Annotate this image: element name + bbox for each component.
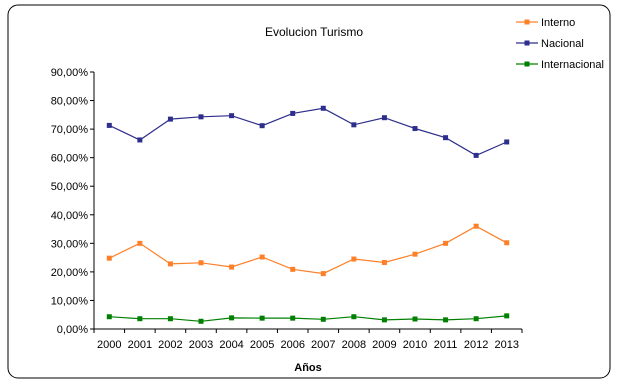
- data-point: [259, 254, 265, 260]
- data-point: [504, 139, 510, 145]
- data-point: [473, 316, 479, 322]
- data-point: [106, 122, 112, 128]
- y-tick-label: 60,00%: [51, 153, 89, 165]
- chart-title: Evolucion Turismo: [265, 25, 363, 39]
- x-tick-label: 2009: [372, 339, 396, 351]
- data-point: [167, 116, 173, 122]
- data-point: [443, 135, 449, 141]
- data-point: [229, 315, 235, 321]
- y-tick-label: 50,00%: [51, 181, 89, 193]
- series-line: [109, 315, 507, 322]
- data-point: [229, 264, 235, 270]
- data-point: [351, 256, 357, 262]
- y-ticks: 0,00% 10,00% 20,00% 30,00% 40,00% 50,00% 60,00…: [51, 67, 94, 336]
- data-point: [106, 255, 112, 261]
- chart-border: [7, 4, 611, 379]
- data-point: [198, 114, 204, 120]
- data-point: [137, 316, 143, 322]
- data-point: [381, 115, 387, 121]
- y-tick-label: 70,00%: [51, 124, 89, 136]
- x-tick-label: 2011: [434, 339, 458, 351]
- x-tick-label: 2010: [403, 339, 427, 351]
- data-point: [351, 122, 357, 128]
- data-point: [381, 259, 387, 265]
- data-point: [290, 315, 296, 321]
- data-point: [167, 261, 173, 267]
- legend: Interno Nacional Internacional: [516, 17, 604, 71]
- data-point: [290, 266, 296, 272]
- x-tick-label: 2004: [219, 339, 243, 351]
- y-tick-label: 40,00%: [51, 210, 89, 222]
- x-tick-label: 2000: [97, 339, 121, 351]
- x-tick-label: 2013: [494, 339, 518, 351]
- data-point: [381, 317, 387, 323]
- data-point: [412, 126, 418, 132]
- data-point: [412, 316, 418, 322]
- data-point: [137, 240, 143, 246]
- y-tick-label: 90,00%: [51, 67, 89, 79]
- data-point: [320, 105, 326, 111]
- data-point: [290, 110, 296, 116]
- data-point: [504, 240, 510, 246]
- x-tick-label: 2005: [250, 339, 274, 351]
- data-point: [198, 318, 204, 324]
- data-point: [351, 314, 357, 320]
- data-point: [137, 137, 143, 143]
- data-point: [229, 113, 235, 119]
- y-tick-label: 20,00%: [51, 267, 89, 279]
- legend-marker: [524, 40, 530, 46]
- data-point: [167, 316, 173, 322]
- legend-label: Nacional: [541, 38, 584, 50]
- data-point: [473, 152, 479, 158]
- data-point: [473, 223, 479, 229]
- data-point: [443, 240, 449, 246]
- x-tick-label: 2007: [311, 339, 335, 351]
- data-point: [259, 123, 265, 129]
- data-point: [412, 251, 418, 257]
- y-tick-label: 10,00%: [51, 295, 89, 307]
- data-point: [320, 316, 326, 322]
- x-tick-label: 2006: [280, 339, 304, 351]
- legend-label: Internacional: [541, 59, 604, 71]
- data-point: [106, 314, 112, 320]
- y-tick-label: 30,00%: [51, 238, 89, 250]
- series-group: [106, 105, 510, 324]
- data-point: [259, 315, 265, 321]
- data-point: [504, 313, 510, 319]
- x-ticks: 2000 2001 2002 2003 2004 2005 2006 2007 2008 2009…: [93, 329, 523, 351]
- data-point: [443, 317, 449, 323]
- series-line: [109, 107, 507, 157]
- x-tick-label: 2003: [189, 339, 213, 351]
- x-axis-label: Años: [294, 362, 322, 374]
- y-tick-label: 0,00%: [57, 324, 88, 336]
- x-tick-label: 2001: [128, 339, 152, 351]
- legend-marker: [524, 19, 530, 25]
- x-tick-label: 2008: [342, 339, 366, 351]
- series-line: [109, 225, 507, 275]
- data-point: [198, 260, 204, 266]
- legend-marker: [524, 61, 530, 67]
- x-tick-label: 2012: [464, 339, 488, 351]
- data-point: [320, 271, 326, 277]
- x-tick-label: 2002: [158, 339, 182, 351]
- legend-label: Interno: [541, 17, 575, 29]
- y-tick-label: 80,00%: [51, 96, 89, 108]
